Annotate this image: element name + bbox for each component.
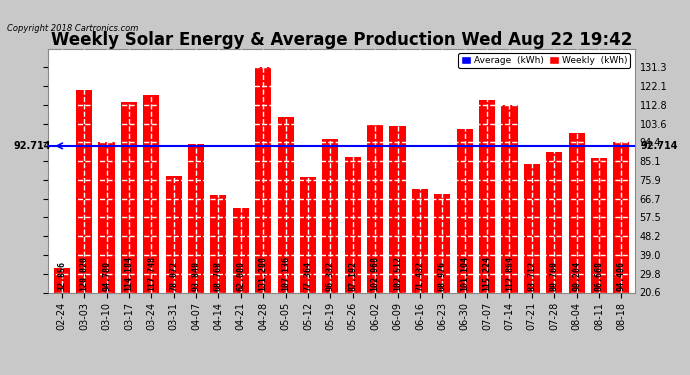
Text: 117.748: 117.748 xyxy=(147,256,156,291)
Legend: Average  (kWh), Weekly  (kWh): Average (kWh), Weekly (kWh) xyxy=(458,53,630,68)
Bar xyxy=(99,142,115,292)
Bar xyxy=(76,90,92,292)
Bar xyxy=(144,95,159,292)
Text: 120.020: 120.020 xyxy=(79,256,88,291)
Text: 94.496: 94.496 xyxy=(617,261,626,291)
Text: 68.768: 68.768 xyxy=(214,261,223,291)
Text: 68.976: 68.976 xyxy=(437,261,447,291)
Bar xyxy=(613,142,629,292)
Text: 131.280: 131.280 xyxy=(259,256,268,291)
Bar xyxy=(502,105,518,292)
Bar xyxy=(54,268,70,292)
Text: Copyright 2018 Cartronics.com: Copyright 2018 Cartronics.com xyxy=(7,24,138,33)
Bar xyxy=(367,125,383,292)
Bar xyxy=(166,176,181,292)
Bar xyxy=(345,157,361,292)
Bar xyxy=(322,138,338,292)
Bar xyxy=(569,133,584,292)
Bar xyxy=(479,100,495,292)
Bar xyxy=(300,177,316,292)
Bar xyxy=(524,164,540,292)
Bar xyxy=(121,102,137,292)
Text: 89.760: 89.760 xyxy=(550,261,559,291)
Bar xyxy=(546,152,562,292)
Text: 96.332: 96.332 xyxy=(326,261,335,291)
Text: 114.184: 114.184 xyxy=(124,256,133,291)
Text: 101.104: 101.104 xyxy=(460,256,469,291)
Text: 77.364: 77.364 xyxy=(304,261,313,291)
Bar xyxy=(210,195,226,292)
Text: 112.864: 112.864 xyxy=(505,256,514,291)
Text: 32.856: 32.856 xyxy=(57,261,66,291)
Text: 83.712: 83.712 xyxy=(527,261,536,291)
Text: 94.780: 94.780 xyxy=(102,261,111,291)
Bar xyxy=(233,208,249,292)
Bar xyxy=(255,68,271,292)
Text: 107.136: 107.136 xyxy=(281,256,290,291)
Bar xyxy=(434,194,451,292)
Bar xyxy=(591,158,607,292)
Text: 71.432: 71.432 xyxy=(415,261,424,291)
Text: 93.840: 93.840 xyxy=(192,261,201,291)
Text: 62.080: 62.080 xyxy=(236,261,246,291)
Text: 78.072: 78.072 xyxy=(169,261,178,291)
Text: 102.512: 102.512 xyxy=(393,256,402,291)
Bar xyxy=(277,117,294,292)
Bar xyxy=(412,189,428,292)
Text: 86.668: 86.668 xyxy=(595,261,604,291)
Text: 87.192: 87.192 xyxy=(348,261,357,291)
Text: 115.224: 115.224 xyxy=(482,256,491,291)
Bar xyxy=(389,126,406,292)
Text: 92.714: 92.714 xyxy=(641,141,678,151)
Text: 92.714: 92.714 xyxy=(13,141,50,151)
Title: Weekly Solar Energy & Average Production Wed Aug 22 19:42: Weekly Solar Energy & Average Production… xyxy=(51,31,632,49)
Bar xyxy=(188,144,204,292)
Bar xyxy=(457,129,473,292)
Text: 102.968: 102.968 xyxy=(371,256,380,291)
Text: 99.204: 99.204 xyxy=(572,261,581,291)
